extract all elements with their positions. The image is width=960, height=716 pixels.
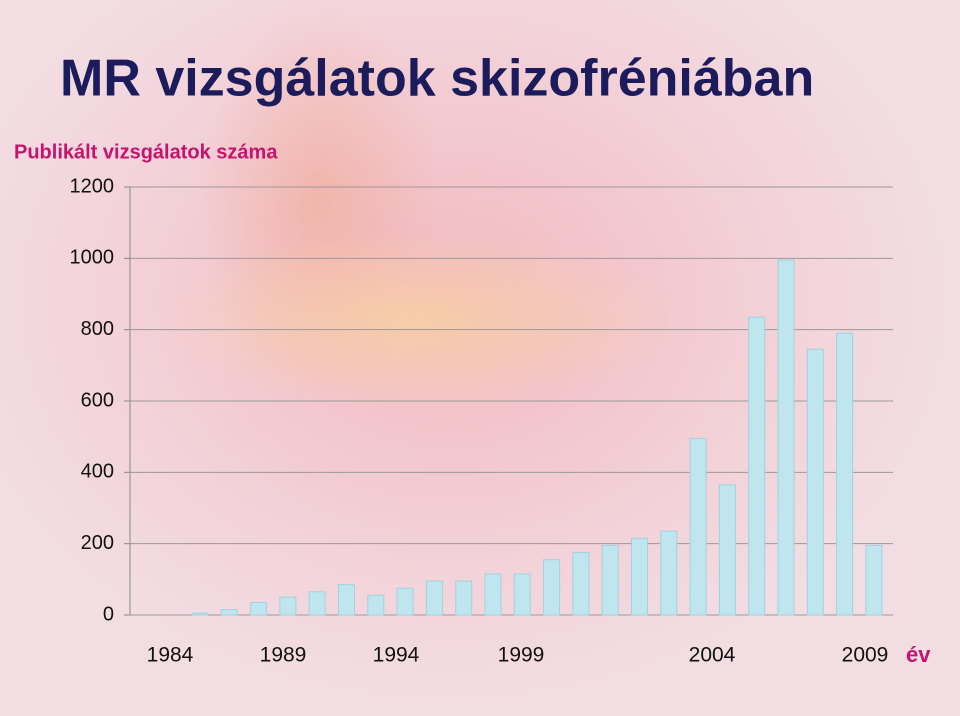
chart-title: MR vizsgálatok skizofréniában: [60, 50, 814, 108]
x-tick-label: 1989: [260, 644, 307, 667]
x-tick-label: 1984: [147, 644, 194, 667]
bar: [484, 573, 502, 616]
bar: [689, 437, 707, 616]
bar: [543, 559, 561, 616]
bar: [513, 573, 531, 616]
bar: [660, 530, 678, 616]
y-axis-label: Publikált vizsgálatok száma: [14, 141, 278, 163]
y-tick-label: 1200: [70, 175, 115, 197]
y-tick-label: 1000: [70, 247, 115, 269]
bar: [308, 591, 326, 616]
y-tick-label: 800: [81, 318, 114, 340]
bar: [748, 316, 766, 616]
y-tick-label: 400: [81, 461, 114, 483]
x-tick-label: 1999: [498, 644, 545, 667]
bar: [777, 259, 795, 616]
bar: [601, 544, 619, 616]
bar: [631, 537, 648, 616]
y-tick-label: 0: [103, 603, 114, 625]
bar: [572, 552, 590, 616]
bar: [367, 594, 385, 616]
bar: [250, 602, 268, 616]
x-tick-label: 1994: [373, 644, 420, 667]
bar: [425, 580, 443, 616]
bar: [865, 544, 883, 616]
bar: [191, 612, 209, 616]
bar: [220, 609, 238, 616]
x-tick-label: 2009: [842, 644, 889, 667]
bar: [338, 584, 355, 616]
y-tick-label: 200: [81, 532, 114, 554]
x-tick-label: 2004: [689, 644, 736, 667]
bar: [836, 332, 854, 616]
bar: [455, 580, 473, 616]
bar: [396, 587, 414, 616]
bar: [718, 484, 736, 616]
bar: [279, 596, 297, 616]
x-axis-label: év: [906, 642, 931, 667]
y-tick-label: 600: [81, 389, 114, 411]
bar: [806, 348, 824, 616]
